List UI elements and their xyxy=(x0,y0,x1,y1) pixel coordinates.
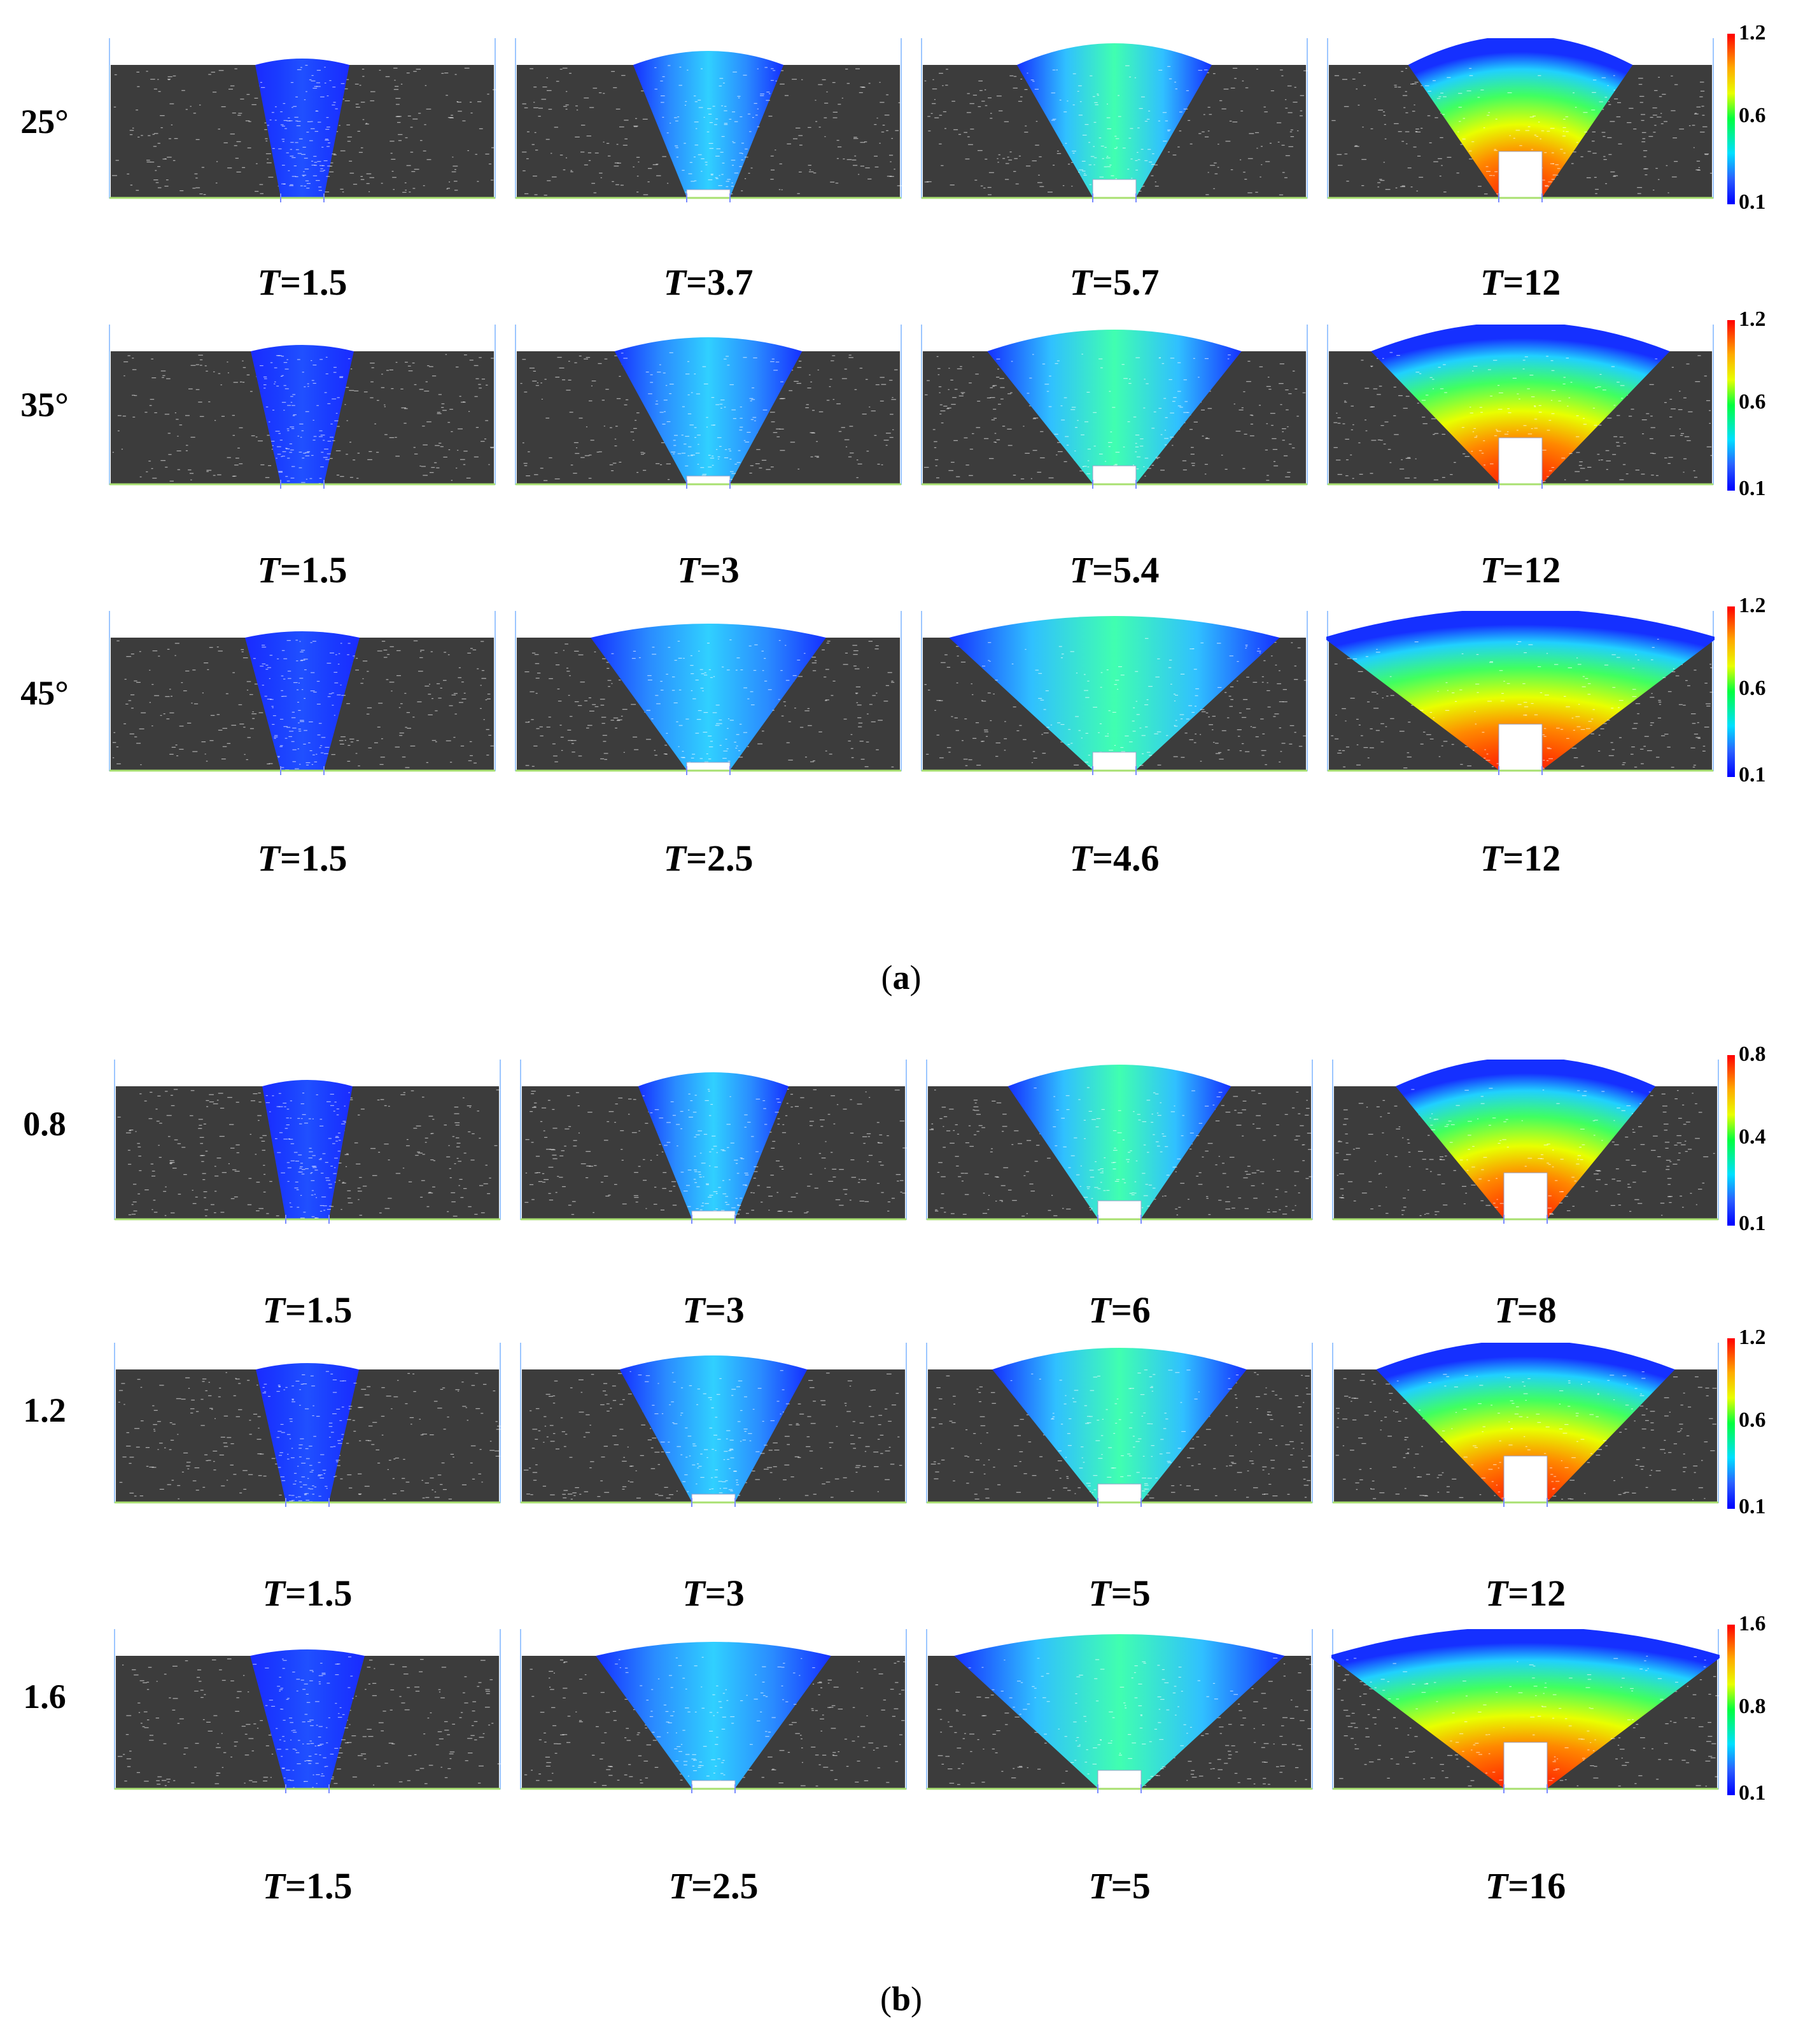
colorbar-max: 1.2 xyxy=(1739,21,1766,45)
colorbar-gradient xyxy=(1727,606,1735,777)
time-label: T=5.7 xyxy=(1069,262,1160,303)
time-label: T=5.4 xyxy=(1069,549,1160,591)
row-label: 45° xyxy=(20,674,69,712)
time-label: T=1.5 xyxy=(257,837,347,879)
time-label: T=3 xyxy=(682,1572,745,1614)
simulation-panel xyxy=(108,325,496,503)
time-label: T=1.5 xyxy=(262,1572,353,1614)
colorbar: 1.2 0.6 0.1 xyxy=(1727,1326,1785,1524)
time-label: T=12 xyxy=(1480,837,1561,879)
simulation-panel xyxy=(113,1060,502,1238)
simulation-panel xyxy=(1326,611,1715,789)
time-label: T=1.5 xyxy=(257,262,347,303)
colorbar-mid: 0.6 xyxy=(1739,1408,1766,1432)
colorbar-mid: 0.8 xyxy=(1739,1695,1766,1718)
simulation-panel xyxy=(1326,325,1715,503)
time-label: T=5 xyxy=(1088,1865,1151,1907)
time-label: T=12 xyxy=(1480,262,1561,303)
simulation-panel xyxy=(925,1060,1314,1238)
simulation-panel xyxy=(514,611,902,789)
simulation-panel xyxy=(1331,1343,1720,1521)
simulation-panel xyxy=(519,1060,908,1238)
time-label: T=2.5 xyxy=(663,837,754,879)
colorbar-max: 1.2 xyxy=(1739,307,1766,331)
subfigure-caption: (a) xyxy=(881,958,922,997)
colorbar-mid: 0.6 xyxy=(1739,676,1766,700)
colorbar-gradient xyxy=(1727,34,1735,204)
colorbar-max: 1.2 xyxy=(1739,594,1766,617)
simulation-panel xyxy=(514,38,902,216)
time-label: T=1.5 xyxy=(262,1289,353,1331)
colorbar: 1.2 0.6 0.1 xyxy=(1727,594,1785,792)
colorbar: 1.2 0.6 0.1 xyxy=(1727,307,1785,506)
colorbar-min: 0.1 xyxy=(1739,190,1766,214)
time-label: T=1.5 xyxy=(262,1865,353,1907)
colorbar-gradient xyxy=(1727,1055,1735,1226)
simulation-panel xyxy=(920,325,1308,503)
simulation-panel xyxy=(113,1629,502,1807)
colorbar-min: 0.1 xyxy=(1739,1781,1766,1805)
time-label: T=6 xyxy=(1088,1289,1151,1331)
time-label: T=2.5 xyxy=(668,1865,759,1907)
row-label: 1.2 xyxy=(23,1391,66,1429)
colorbar-max: 0.8 xyxy=(1739,1042,1766,1066)
row-label: 25° xyxy=(20,102,69,141)
colorbar-min: 0.1 xyxy=(1739,477,1766,500)
colorbar-gradient xyxy=(1727,1625,1735,1795)
row-label: 0.8 xyxy=(23,1105,66,1143)
colorbar-min: 0.1 xyxy=(1739,763,1766,787)
time-label: T=3 xyxy=(677,549,740,591)
simulation-panel xyxy=(1331,1629,1720,1807)
simulation-panel xyxy=(519,1343,908,1521)
colorbar-max: 1.2 xyxy=(1739,1326,1766,1349)
subfigure-caption: (b) xyxy=(880,1980,922,2018)
time-label: T=12 xyxy=(1480,549,1561,591)
colorbar-mid: 0.6 xyxy=(1739,104,1766,127)
simulation-panel xyxy=(920,611,1308,789)
colorbar-min: 0.1 xyxy=(1739,1212,1766,1235)
colorbar: 1.2 0.6 0.1 xyxy=(1727,21,1785,220)
time-label: T=1.5 xyxy=(257,549,347,591)
colorbar-min: 0.1 xyxy=(1739,1495,1766,1518)
time-label: T=8 xyxy=(1494,1289,1557,1331)
colorbar: 0.8 0.4 0.1 xyxy=(1727,1042,1785,1241)
row-label: 35° xyxy=(20,386,69,424)
time-label: T=3 xyxy=(682,1289,745,1331)
simulation-panel xyxy=(113,1343,502,1521)
colorbar: 1.6 0.8 0.1 xyxy=(1727,1612,1785,1810)
row-label: 1.6 xyxy=(23,1677,66,1716)
simulation-panel xyxy=(920,38,1308,216)
time-label: T=3.7 xyxy=(663,262,754,303)
time-label: T=16 xyxy=(1485,1865,1566,1907)
colorbar-mid: 0.4 xyxy=(1739,1125,1766,1149)
simulation-panel xyxy=(925,1629,1314,1807)
colorbar-max: 1.6 xyxy=(1739,1612,1766,1635)
simulation-panel xyxy=(1331,1060,1720,1238)
colorbar-gradient xyxy=(1727,320,1735,491)
time-label: T=4.6 xyxy=(1069,837,1160,879)
time-label: T=12 xyxy=(1485,1572,1566,1614)
simulation-panel xyxy=(108,38,496,216)
simulation-panel xyxy=(1326,38,1715,216)
simulation-panel xyxy=(514,325,902,503)
simulation-panel xyxy=(519,1629,908,1807)
simulation-panel xyxy=(108,611,496,789)
time-label: T=5 xyxy=(1088,1572,1151,1614)
colorbar-mid: 0.6 xyxy=(1739,390,1766,414)
simulation-panel xyxy=(925,1343,1314,1521)
colorbar-gradient xyxy=(1727,1338,1735,1509)
